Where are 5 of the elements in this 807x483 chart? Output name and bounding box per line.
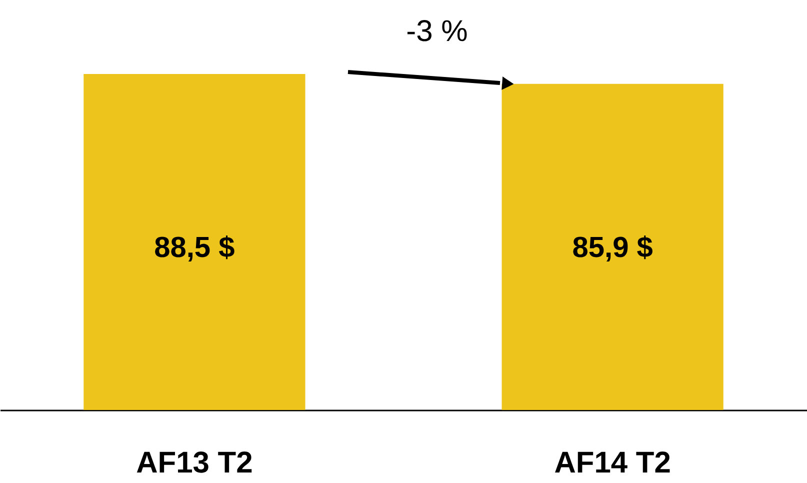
x-tick-label: AF13 T2 [136,446,253,480]
data-label: 88,5 $ [154,232,235,264]
annotation: -3 % [406,15,468,48]
data-label: 85,9 $ [572,232,653,264]
x-tick-label: AF14 T2 [554,446,671,480]
